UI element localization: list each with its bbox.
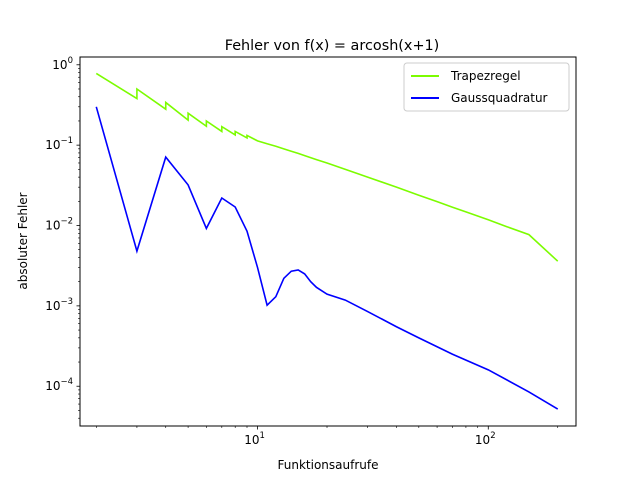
legend-label-trapezregel: Trapezregel — [450, 69, 521, 83]
plot-lines — [95, 72, 559, 410]
series-line-trapezregel — [95, 72, 559, 262]
x-axis-label: Funktionsaufrufe — [278, 458, 379, 472]
plot-frame — [79, 56, 577, 427]
legend: Trapezregel Gaussquadratur — [403, 62, 570, 112]
series-line-gaussquadratur — [95, 106, 559, 410]
legend-label-gaussquadratur: Gaussquadratur — [451, 91, 548, 105]
chart-title: Fehler von f(x) = arcosh(x+1) — [225, 38, 440, 54]
legend-box — [403, 62, 570, 112]
y-axis-label: absoluter Fehler — [16, 192, 30, 289]
